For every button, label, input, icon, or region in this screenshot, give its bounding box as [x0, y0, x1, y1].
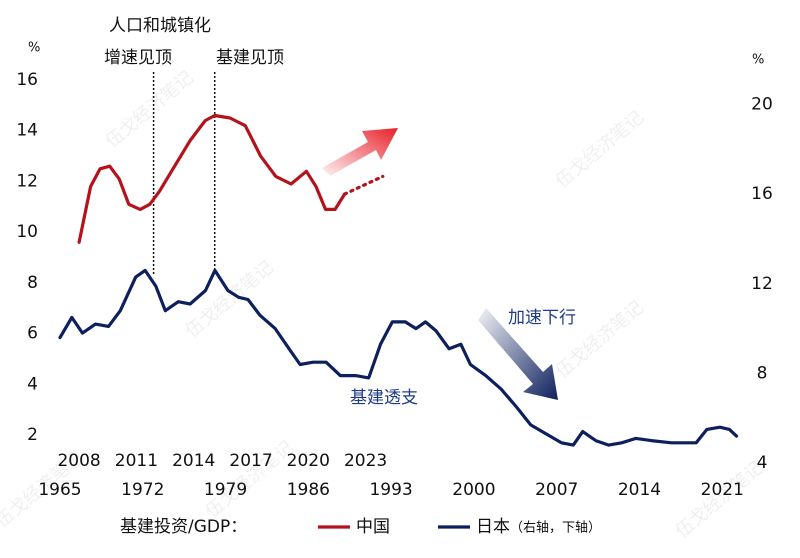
x-tick-label: 1986 — [287, 480, 330, 500]
down-arrow — [478, 308, 558, 400]
x2-tick-label: 2008 — [57, 451, 100, 471]
y-tick-label: 8 — [27, 273, 38, 293]
y-tick-label: 16 — [16, 70, 38, 90]
annotation: 基建透支 — [350, 388, 418, 408]
y2-tick-label: 8 — [757, 363, 768, 383]
annotation: 人口和城镇化 — [109, 16, 211, 36]
legend-label: 中国 — [356, 517, 390, 537]
y2-tick-label: 12 — [751, 274, 773, 294]
x2-tick-label: 2020 — [287, 451, 330, 471]
x-tick-label: 2014 — [618, 480, 661, 500]
y2-tick-label: 16 — [751, 184, 773, 204]
x-tick-label: 1965 — [38, 480, 81, 500]
x-tick-label: 1979 — [204, 480, 247, 500]
y-unit: % — [28, 41, 40, 56]
x2-tick-label: 2023 — [344, 451, 387, 471]
x-tick-label: 2021 — [701, 480, 744, 500]
annotation: 加速下行 — [508, 308, 576, 328]
x-tick-label: 1993 — [369, 480, 412, 500]
x2-tick-label: 2014 — [172, 451, 215, 471]
y2-unit: % — [752, 53, 764, 68]
y-tick-label: 10 — [16, 222, 38, 242]
y-tick-label: 2 — [27, 425, 38, 445]
legend-note: （右轴，下轴） — [510, 521, 601, 536]
projection-line — [343, 174, 385, 196]
y-tick-label: 4 — [27, 374, 38, 394]
watermark: 伍戈经济笔记 — [102, 67, 198, 153]
y2-tick-label: 20 — [751, 95, 773, 115]
legend-label: 日本 — [476, 517, 510, 537]
up-arrow — [322, 128, 398, 176]
y-tick-label: 12 — [16, 171, 38, 191]
x2-tick-label: 2011 — [115, 451, 158, 471]
y2-tick-label: 4 — [757, 453, 768, 473]
legend-title: 基建投资/GDP： — [120, 517, 247, 537]
x-tick-label: 1972 — [121, 480, 164, 500]
watermark: 伍戈经济笔记 — [552, 107, 648, 193]
x-tick-label: 2007 — [535, 480, 578, 500]
x2-tick-label: 2017 — [229, 451, 272, 471]
annotation: 增速见顶 — [104, 48, 172, 68]
annotation: 基建见顶 — [216, 48, 284, 68]
series-line — [58, 268, 739, 447]
x-tick-label: 2000 — [452, 480, 495, 500]
y-tick-label: 14 — [16, 121, 38, 141]
series-line — [77, 113, 347, 244]
y-tick-label: 6 — [27, 324, 38, 344]
